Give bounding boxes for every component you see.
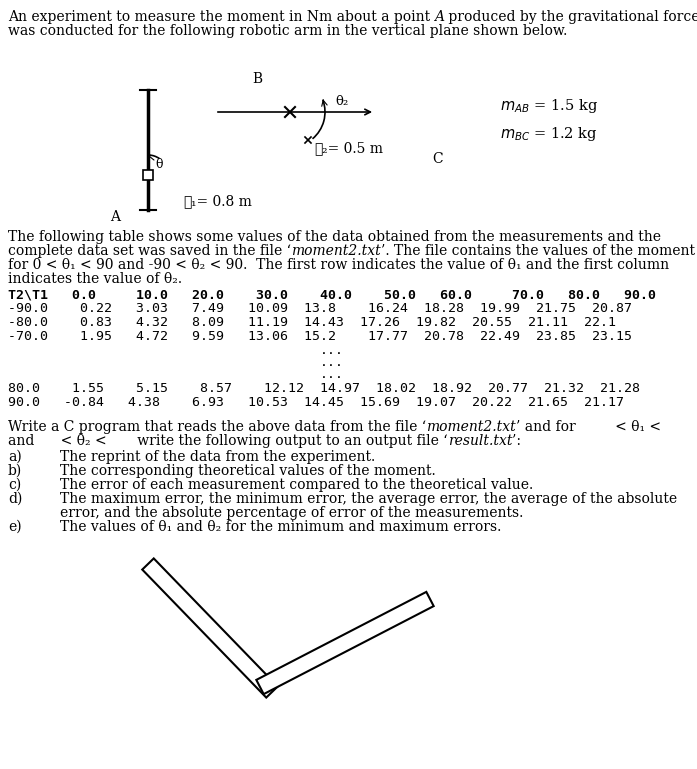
Text: for 0 < θ₁ < 90 and -90 < θ₂ < 90.  The first row indicates the value of θ₁ and : for 0 < θ₁ < 90 and -90 < θ₂ < 90. The f…	[8, 258, 669, 272]
Text: A: A	[434, 10, 445, 24]
Text: complete data set was saved in the file ‘: complete data set was saved in the file …	[8, 244, 291, 258]
Text: produced by the gravitational force: produced by the gravitational force	[445, 10, 697, 24]
Text: C: C	[432, 152, 443, 166]
Text: The reprint of the data from the experiment.: The reprint of the data from the experim…	[60, 450, 375, 464]
Text: B: B	[252, 72, 262, 86]
Text: An experiment to measure the moment in Nm about a point: An experiment to measure the moment in N…	[8, 10, 434, 24]
Text: ’:: ’:	[512, 434, 521, 448]
Text: ...: ...	[320, 368, 344, 381]
Text: ℓ: ℓ	[314, 142, 323, 156]
Text: ’ and for         < θ₁ <: ’ and for < θ₁ <	[516, 420, 661, 434]
Text: ₁= 0.8 m: ₁= 0.8 m	[192, 195, 252, 209]
Text: The corresponding theoretical values of the moment.: The corresponding theoretical values of …	[60, 464, 436, 478]
Text: e): e)	[8, 520, 22, 534]
Text: moment2.txt: moment2.txt	[291, 244, 381, 258]
Text: ₂= 0.5 m: ₂= 0.5 m	[323, 142, 383, 156]
Text: Write a C program that reads the above data from the file ‘: Write a C program that reads the above d…	[8, 420, 426, 434]
Text: -70.0    1.95   4.72   9.59   13.06  15.2    17.77  20.78  22.49  23.85  23.15: -70.0 1.95 4.72 9.59 13.06 15.2 17.77 20…	[8, 330, 632, 343]
Text: result.txt: result.txt	[447, 434, 512, 448]
Polygon shape	[256, 592, 434, 694]
Text: indicates the value of θ₂.: indicates the value of θ₂.	[8, 272, 182, 286]
Text: T2\T1   0.0     10.0   20.0    30.0    40.0    50.0   60.0     70.0   80.0   90.: T2\T1 0.0 10.0 20.0 30.0 40.0 50.0 60.0 …	[8, 288, 656, 301]
Text: ℓ: ℓ	[183, 195, 192, 209]
Text: -80.0    0.83   4.32   8.09   11.19  14.43  17.26  19.82  20.55  21.11  22.1: -80.0 0.83 4.32 8.09 11.19 14.43 17.26 1…	[8, 316, 616, 329]
Text: 90.0   -0.84   4.38    6.93   10.53  14.45  15.69  19.07  20.22  21.65  21.17: 90.0 -0.84 4.38 6.93 10.53 14.45 15.69 1…	[8, 396, 624, 409]
Text: A: A	[110, 210, 120, 224]
Text: θ: θ	[155, 158, 162, 171]
Text: The error of each measurement compared to the theoretical value.: The error of each measurement compared t…	[60, 478, 533, 492]
Text: θ₂: θ₂	[335, 95, 348, 108]
Text: The following table shows some values of the data obtained from the measurements: The following table shows some values of…	[8, 230, 661, 244]
Text: $m_{BC}$ = 1.2 kg: $m_{BC}$ = 1.2 kg	[500, 125, 598, 143]
Text: $m_{AB}$ = 1.5 kg: $m_{AB}$ = 1.5 kg	[500, 97, 598, 115]
Text: error, and the absolute percentage of error of the measurements.: error, and the absolute percentage of er…	[60, 506, 523, 520]
Text: The maximum error, the minimum error, the average error, the average of the abso: The maximum error, the minimum error, th…	[60, 492, 677, 506]
Text: and      < θ₂ <       write the following output to an output file ‘: and < θ₂ < write the following output to…	[8, 434, 447, 448]
Text: ’. The file contains the values of the moment: ’. The file contains the values of the m…	[381, 244, 695, 258]
Text: c): c)	[8, 478, 21, 492]
Text: a): a)	[8, 450, 22, 464]
Text: 80.0    1.55    5.15    8.57    12.12  14.97  18.02  18.92  20.77  21.32  21.28: 80.0 1.55 5.15 8.57 12.12 14.97 18.02 18…	[8, 382, 640, 395]
Text: b): b)	[8, 464, 22, 478]
Text: The values of θ₁ and θ₂ for the minimum and maximum errors.: The values of θ₁ and θ₂ for the minimum …	[60, 520, 501, 534]
Text: ...: ...	[320, 356, 344, 369]
FancyBboxPatch shape	[143, 170, 153, 180]
Text: ...: ...	[320, 344, 344, 357]
Text: -90.0    0.22   3.03   7.49   10.09  13.8    16.24  18.28  19.99  21.75  20.87: -90.0 0.22 3.03 7.49 10.09 13.8 16.24 18…	[8, 302, 632, 315]
Text: moment2.txt: moment2.txt	[426, 420, 516, 434]
Text: was conducted for the following robotic arm in the vertical plane shown below.: was conducted for the following robotic …	[8, 24, 567, 38]
Polygon shape	[142, 558, 277, 697]
Text: d): d)	[8, 492, 22, 506]
